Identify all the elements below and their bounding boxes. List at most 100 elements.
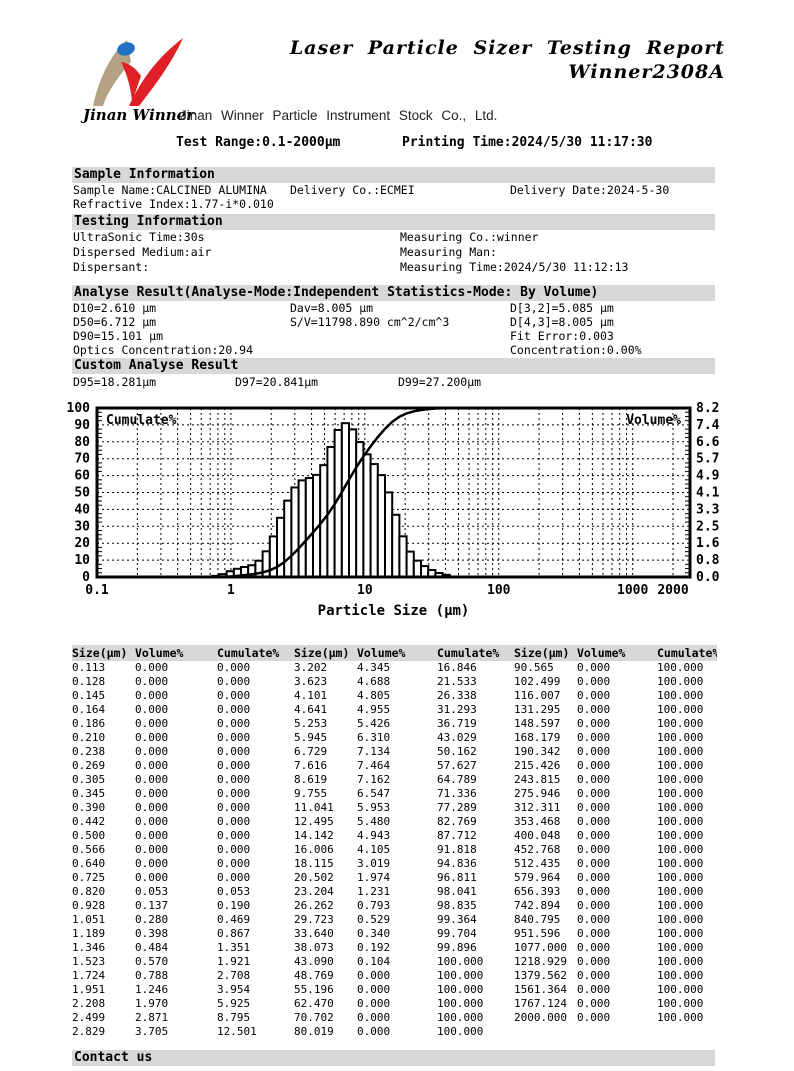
left-axis-tick-label: 30: [74, 519, 90, 534]
table-row: 0.500 0.000 0.000 14.142 4.943 87.712 400.048 0…: [72, 829, 704, 842]
x-axis-tick-label: 1000: [617, 583, 648, 598]
table-header-cell-6: Size(µm): [514, 645, 577, 661]
sample-name: Sample Name:CALCINED ALUMINA: [73, 183, 267, 197]
d43-value: D[4,3]=8.005 µm: [510, 315, 614, 329]
volume-bar: [376, 474, 386, 578]
left-axis-tick-label: 80: [74, 435, 90, 450]
volume-bar: [383, 491, 394, 578]
table-body: 0.113 0.000 0.000 3.202 4.345 16.846 90.565 0.0…: [72, 661, 717, 1039]
section-testing-information: Testing Information: [72, 214, 715, 230]
dispersant: Dispersant:: [73, 260, 150, 274]
x-axis-tick-label: 1: [227, 583, 235, 598]
table-row: 1.051 0.280 0.469 29.723 0.529 99.364 840.795 0…: [72, 913, 704, 926]
right-axis-tick-label: 6.6: [696, 435, 720, 450]
left-axis-tick-label: 100: [67, 401, 91, 416]
table-row: 2.829 3.705 12.501 80.019 0.000 100.000: [72, 1025, 484, 1038]
volume-bar: [412, 559, 422, 578]
table-row: 1.523 0.570 1.921 43.090 0.104 100.000 1218.92…: [72, 955, 704, 968]
table-row: 0.566 0.000 0.000 16.006 4.105 91.818 452.768 0…: [72, 843, 704, 856]
logo-red-kick-shape: [121, 62, 141, 102]
left-axis-tick-label: 40: [74, 502, 90, 517]
table-row: 0.186 0.000 0.000 5.253 5.426 36.719 148.597 0.…: [72, 717, 704, 730]
d90-value: D90=15.101 µm: [73, 329, 164, 343]
plot-border: [95, 406, 692, 579]
d32-value: D[3,2]=5.085 µm: [510, 301, 614, 315]
right-axis-tick-label: 0.0: [696, 570, 720, 585]
left-axis-tick-label: 70: [74, 452, 90, 467]
table-row: 0.640 0.000 0.000 18.115 3.019 94.836 512.435 0…: [72, 857, 704, 870]
report-title: Laser Particle Sizer Testing Report Winn…: [290, 36, 725, 84]
volume-bar: [405, 550, 415, 579]
volume-bar: [290, 486, 300, 578]
volume-bar: [391, 513, 401, 578]
company-name: Jinan Winner Particle Instrument Stock C…: [180, 108, 498, 123]
table-row: 0.725 0.000 0.000 20.502 1.974 96.811 579.964 0…: [72, 871, 704, 884]
table-row: 1.189 0.398 0.867 33.640 0.340 99.704 951.596 0…: [72, 927, 704, 940]
test-range: Test Range:0.1-2000µm: [176, 135, 341, 150]
right-axis-tick-label: 8.2: [696, 401, 719, 416]
refractive-index: Refractive Index:1.77-i*0.010: [73, 197, 274, 211]
volume-bar: [283, 499, 293, 578]
x-axis-tick-label: 2000: [657, 583, 688, 598]
table-header-cell-2: Cumulate%: [217, 645, 294, 661]
right-axis-tick-label: 4.1: [696, 486, 720, 501]
section-sample-information: Sample Information: [72, 167, 715, 183]
left-axis-tick-label: 10: [74, 553, 90, 568]
volume-bar: [348, 428, 358, 578]
d99-value: D99=27.200µm: [398, 375, 482, 389]
table-row: 1.724 0.788 2.708 48.769 0.000 100.000 1379.56…: [72, 969, 704, 982]
d95-value: D95=18.281µm: [73, 375, 157, 389]
logo-blue-dot: [117, 42, 135, 56]
volume-bar: [304, 476, 315, 578]
sv-value: S/V=11798.890 cm^2/cm^3: [290, 315, 450, 329]
volume-bar: [398, 535, 408, 579]
volume-bar: [340, 422, 351, 579]
measuring-time: Measuring Time:2024/5/30 11:12:13: [400, 260, 629, 274]
table-header-row: Size(µm) Volume% Cumulate% Size(µm) Volume% C…: [72, 645, 717, 661]
volume-bar: [362, 453, 372, 579]
right-axis-tick-label: 4.9: [696, 469, 719, 484]
volume-bar: [297, 479, 307, 578]
delivery-co: Delivery Co.:ECMEI: [290, 183, 415, 197]
volume-axis-title: Volume%: [626, 413, 681, 428]
section-analyse-result: Analyse Result(Analyse-Mode:Independent …: [72, 285, 715, 301]
table-row: 0.305 0.000 0.000 8.619 7.162 64.789 243.815 0.…: [72, 773, 704, 786]
fit-error: Fit Error:0.003: [510, 329, 614, 343]
logo-tan-shape: [93, 40, 131, 106]
table-row: 0.238 0.000 0.000 6.729 7.134 50.162 190.342 0.…: [72, 745, 704, 758]
table-row: 0.345 0.000 0.000 9.755 6.547 71.336 275.946 0.…: [72, 787, 704, 800]
delivery-date: Delivery Date:2024-5-30: [510, 183, 670, 197]
table-header-cell-5: Cumulate%: [437, 645, 514, 661]
table-header-cell-7: Volume%: [577, 645, 657, 661]
table-row: 0.390 0.000 0.000 11.041 5.953 77.289 312.311 0…: [72, 801, 704, 814]
concentration: Concentration:0.00%: [510, 343, 642, 357]
report-title-line2: Winner2308A: [568, 61, 725, 83]
section-contact-us: Contact us: [72, 1050, 715, 1066]
right-axis-tick-label: 2.5: [696, 519, 719, 534]
table-header-cell-3: Size(µm): [294, 645, 357, 661]
dispersed-medium: Dispersed Medium:air: [73, 245, 212, 259]
logo-red-swoosh-shape: [129, 38, 183, 106]
d10-value: D10=2.610 µm: [73, 301, 157, 315]
table-row: 1.346 0.484 1.351 38.073 0.192 99.896 1077.000…: [72, 941, 704, 954]
d50-value: D50=6.712 µm: [73, 315, 157, 329]
table-row: 0.145 0.000 0.000 4.101 4.805 26.338 116.007 0.…: [72, 689, 704, 702]
table-row: 0.128 0.000 0.000 3.623 4.688 21.533 102.499 0.…: [72, 675, 704, 688]
left-axis-tick-label: 90: [74, 418, 90, 433]
x-axis-title: Particle Size (µm): [318, 603, 470, 619]
left-axis-tick-label: 20: [74, 536, 90, 551]
right-axis-tick-label: 3.3: [696, 502, 719, 517]
table-row: 1.951 1.246 3.954 55.196 0.000 100.000 1561.36…: [72, 983, 704, 996]
x-axis-tick-label: 100: [487, 583, 511, 598]
right-axis-tick-label: 7.4: [696, 418, 720, 433]
logo-wordmark: Jinan Winner: [83, 106, 195, 124]
right-axis-tick-label: 5.7: [696, 452, 719, 467]
right-axis-tick-label: 0.8: [696, 553, 720, 568]
ultrasonic-time: UltraSonic Time:30s: [73, 230, 205, 244]
distribution-data-table: Size(µm) Volume% Cumulate% Size(µm) Volume% C…: [72, 645, 717, 1039]
table-row: 0.820 0.053 0.053 23.204 1.231 98.041 656.393 0…: [72, 885, 704, 898]
table-row: 0.113 0.000 0.000 3.202 4.345 16.846 90.565 0.0…: [72, 661, 704, 674]
table-row: 0.164 0.000 0.000 4.641 4.955 31.293 131.295 0.…: [72, 703, 704, 716]
section-custom-analyse-result: Custom Analyse Result: [72, 358, 715, 374]
